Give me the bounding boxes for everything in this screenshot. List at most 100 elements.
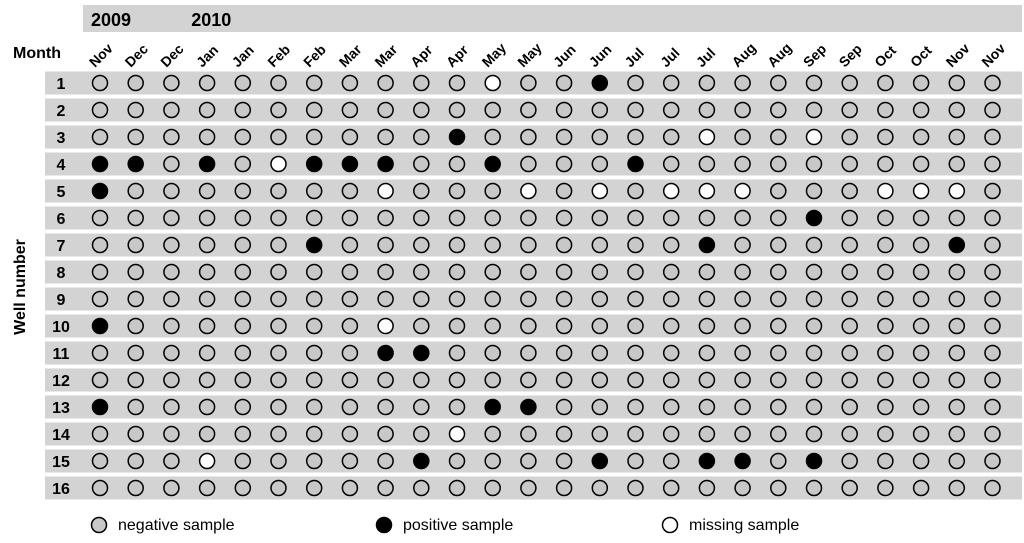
negative-sample-marker: [163, 263, 180, 281]
negative-sample-marker: [984, 425, 1001, 443]
negative-sample-marker: [627, 344, 644, 362]
negative-sample-marker: [627, 182, 644, 200]
negative-sample-marker: [270, 398, 287, 416]
negative-sample-marker: [127, 479, 144, 497]
negative-sample-marker: [413, 263, 430, 281]
negative-sample-marker: [805, 425, 823, 443]
negative-sample-marker: [413, 317, 430, 335]
negative-sample-marker: [198, 371, 216, 389]
negative-sample-marker: [877, 101, 894, 119]
negative-sample-marker: [912, 236, 930, 254]
negative-sample-marker: [662, 344, 680, 362]
month-label: Dec: [157, 40, 187, 70]
negative-sample-marker: [484, 236, 501, 254]
negative-sample-marker: [555, 452, 573, 470]
negative-sample-marker: [770, 101, 787, 119]
missing-sample-marker: [948, 182, 966, 200]
month-label: Sep: [836, 41, 865, 70]
negative-sample-marker: [877, 425, 894, 443]
positive-sample-marker: [734, 452, 751, 470]
negative-sample-marker: [270, 317, 287, 335]
negative-sample-marker: [377, 128, 394, 146]
negative-sample-marker: [770, 209, 787, 227]
negative-sample-marker: [662, 290, 680, 308]
negative-sample-marker: [984, 155, 1001, 173]
negative-sample-marker: [234, 425, 252, 443]
negative-sample-marker: [270, 236, 287, 254]
negative-sample-marker: [163, 317, 180, 335]
negative-sample-marker: [770, 425, 787, 443]
negative-sample-marker: [877, 74, 894, 92]
positive-sample-marker: [805, 209, 823, 227]
negative-sample-marker: [377, 371, 394, 389]
negative-sample-marker: [305, 452, 323, 470]
negative-sample-marker: [734, 398, 751, 416]
negative-sample-marker: [413, 425, 430, 443]
negative-sample-marker: [770, 155, 787, 173]
negative-sample-marker: [484, 371, 501, 389]
negative-sample-marker: [805, 290, 823, 308]
negative-sample-marker: [520, 317, 537, 335]
negative-sample-marker: [377, 209, 394, 227]
negative-sample-marker: [448, 317, 466, 335]
negative-sample-marker: [163, 101, 180, 119]
month-label: Feb: [300, 41, 329, 70]
negative-sample-marker: [841, 479, 858, 497]
negative-sample-marker: [734, 263, 751, 281]
negative-sample-marker: [912, 74, 930, 92]
negative-sample-marker: [984, 452, 1001, 470]
well-number-label: 15: [52, 454, 70, 471]
negative-sample-marker: [805, 263, 823, 281]
negative-sample-marker: [555, 344, 573, 362]
negative-sample-marker: [270, 479, 287, 497]
negative-sample-marker: [341, 425, 359, 443]
negative-sample-marker: [984, 371, 1001, 389]
negative-sample-marker: [841, 371, 858, 389]
negative-sample-marker: [841, 290, 858, 308]
negative-sample-marker: [377, 74, 394, 92]
negative-sample-marker: [805, 344, 823, 362]
negative-sample-marker: [484, 128, 501, 146]
negative-sample-marker: [377, 479, 394, 497]
negative-sample-marker: [91, 452, 109, 470]
missing-sample-marker: [377, 317, 394, 335]
missing-sample-marker: [484, 74, 501, 92]
negative-sample-marker: [591, 101, 609, 119]
negative-sample-marker: [627, 128, 644, 146]
missing-sample-marker: [520, 182, 537, 200]
year-bar: [183, 5, 1022, 32]
negative-sample-marker: [662, 236, 680, 254]
negative-sample-marker: [234, 263, 252, 281]
negative-sample-marker: [413, 209, 430, 227]
positive-sample-marker: [198, 155, 216, 173]
negative-sample-marker: [627, 425, 644, 443]
year-label: 2010: [191, 10, 231, 30]
month-label: Nov: [943, 40, 973, 70]
month-label: Jun: [550, 41, 579, 70]
negative-sample-marker: [127, 371, 144, 389]
missing-sample-marker: [912, 182, 930, 200]
negative-sample-marker: [770, 74, 787, 92]
negative-sample-marker: [591, 128, 609, 146]
legend-swatch-positive-sample: [375, 516, 393, 534]
negative-sample-marker: [91, 344, 109, 362]
negative-sample-marker: [341, 344, 359, 362]
negative-sample-marker: [734, 290, 751, 308]
negative-sample-marker: [734, 101, 751, 119]
missing-sample-marker: [377, 182, 394, 200]
negative-sample-marker: [770, 371, 787, 389]
negative-sample-marker: [555, 425, 573, 443]
negative-sample-marker: [341, 182, 359, 200]
negative-sample-marker: [163, 425, 180, 443]
negative-sample-marker: [805, 398, 823, 416]
positive-sample-marker: [698, 452, 716, 470]
negative-sample-marker: [305, 290, 323, 308]
negative-sample-marker: [662, 371, 680, 389]
negative-sample-marker: [805, 317, 823, 335]
negative-sample-marker: [698, 479, 716, 497]
well-number-label: 8: [57, 265, 66, 282]
negative-sample-marker: [734, 317, 751, 335]
month-label: Oct: [871, 42, 899, 70]
month-label: Jul: [657, 44, 683, 70]
negative-sample-marker: [305, 398, 323, 416]
